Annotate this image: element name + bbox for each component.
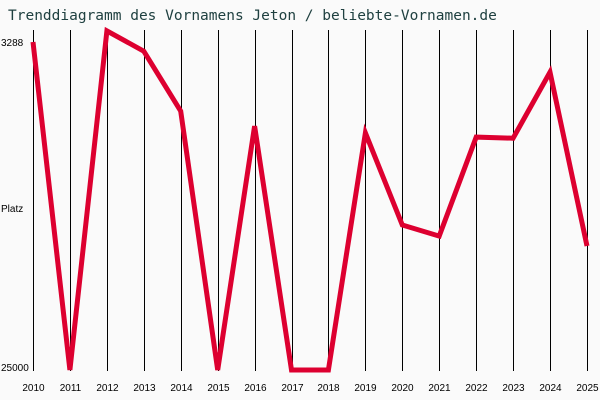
y-axis-label: Platz [1,204,23,215]
x-axis-labels: 2010 2011 2012 2013 2014 2015 2016 2017 2018 2019… [22,383,599,394]
x-tick-2020: 2020 [391,383,414,394]
x-tick-2019: 2019 [354,383,377,394]
x-tick-2014: 2014 [170,383,193,394]
y-axis-labels: 3288 Platz 25000 [1,38,29,374]
x-tick-2024: 2024 [539,383,562,394]
vertical-gridlines [33,30,588,371]
chart-title: Trenddiagramm des Vornamens Jeton / beli… [8,8,497,24]
x-tick-2013: 2013 [133,383,156,394]
y-tick-bottom: 25000 [1,363,29,374]
x-tick-2021: 2021 [428,383,451,394]
x-tick-2016: 2016 [244,383,267,394]
x-tick-2018: 2018 [317,383,340,394]
x-tick-2022: 2022 [465,383,488,394]
x-tick-2012: 2012 [96,383,119,394]
trend-line [30,26,590,373]
x-tick-2011: 2011 [60,383,82,394]
x-tick-2023: 2023 [502,383,525,394]
x-tick-2025: 2025 [576,383,599,394]
x-tick-2017: 2017 [281,383,304,394]
x-tick-2015: 2015 [207,383,230,394]
x-tick-2010: 2010 [22,383,45,394]
y-tick-top: 3288 [1,38,24,49]
